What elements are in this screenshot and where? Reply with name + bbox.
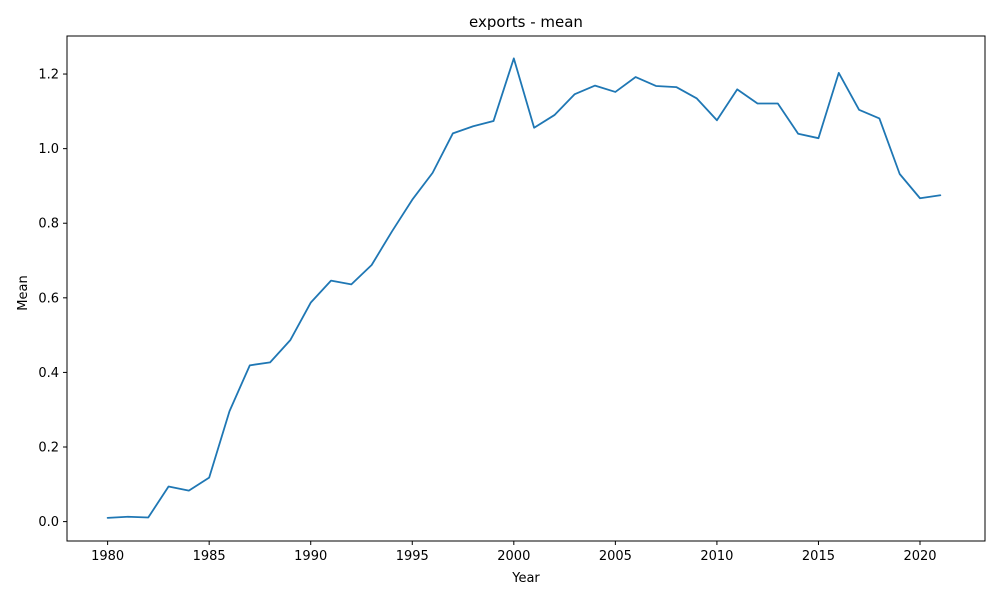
y-tick-label: 0.0: [38, 515, 59, 530]
x-tick-label: 1980: [91, 549, 124, 564]
y-tick-label: 0.6: [38, 291, 59, 306]
x-axis: 1980 1985 1990 1995 2000 2005 2010 2015 2020: [91, 541, 937, 564]
x-tick-label: 2005: [599, 549, 632, 564]
chart-title: exports - mean: [469, 13, 583, 31]
plot-frame: [66, 35, 986, 542]
y-tick-label: 1.0: [38, 142, 59, 157]
series-line-0: [106, 57, 942, 519]
x-tick-label: 2015: [802, 549, 835, 564]
x-tick-label: 2010: [700, 549, 733, 564]
x-tick-label: 1985: [193, 549, 226, 564]
x-tick-label: 1995: [396, 549, 429, 564]
plot-area: [66, 35, 986, 542]
y-tick-label: 0.8: [38, 217, 59, 232]
x-axis-label: Year: [511, 571, 540, 586]
y-tick-label: 0.4: [38, 366, 59, 381]
y-tick-label: 0.2: [38, 441, 59, 456]
x-tick-label: 2000: [497, 549, 530, 564]
y-axis-label: Mean: [16, 275, 31, 310]
y-tick-label: 1.2: [38, 68, 59, 83]
x-tick-label: 1990: [294, 549, 327, 564]
x-tick-label: 2020: [903, 549, 936, 564]
y-axis: 0.0 0.2 0.4 0.6 0.8 1.0 1.2: [38, 68, 67, 530]
